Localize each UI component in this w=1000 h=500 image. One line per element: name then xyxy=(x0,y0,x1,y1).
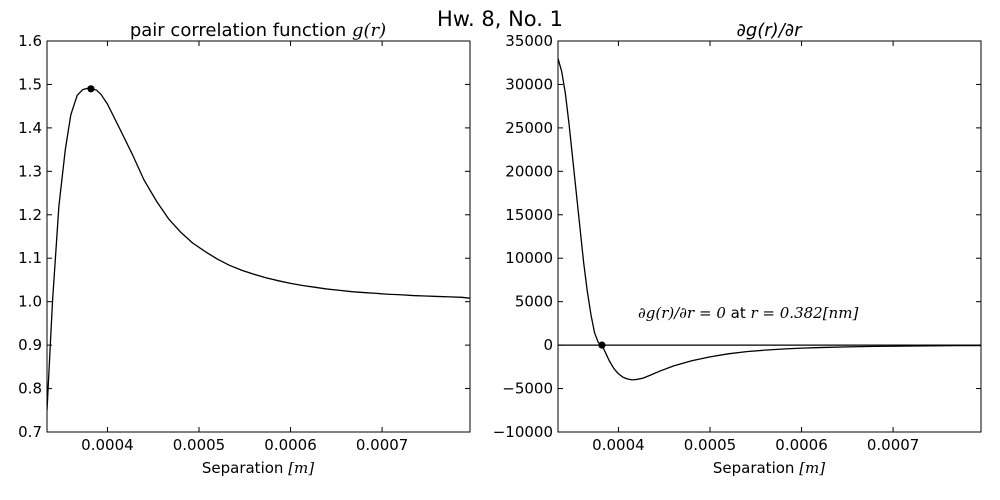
y-tick-label: 20000 xyxy=(505,162,553,180)
y-tick-label: 1.5 xyxy=(18,75,42,93)
x-tick-label: 0.0007 xyxy=(356,436,409,454)
plot-title-left-prefix: pair correlation function xyxy=(130,20,352,41)
y-tick-label: 0.7 xyxy=(18,423,42,441)
plot-frame-1 xyxy=(557,40,982,433)
y-tick-label: −5000 xyxy=(502,380,553,398)
x-axis-label-right-prefix: Separation xyxy=(713,459,799,477)
panel-pair-correlation: pair correlation function g(r) Separatio… xyxy=(18,20,471,477)
x-axis-label-left-prefix: Separation xyxy=(202,459,288,477)
y-tick-label: 35000 xyxy=(505,32,553,50)
plot-title-left-math: g(r) xyxy=(352,20,386,41)
y-tick-label: 0.8 xyxy=(18,380,42,398)
y-tick-label: 1.3 xyxy=(18,162,42,180)
series-line-1-0 xyxy=(558,58,981,381)
y-tick-label: 1.0 xyxy=(18,293,42,311)
y-tick-label: 1.2 xyxy=(18,206,42,224)
y-tick-label: 0.9 xyxy=(18,336,42,354)
annotation-mid: at xyxy=(726,304,751,322)
plot-title-left: pair correlation function g(r) xyxy=(130,20,386,41)
x-tick-label: 0.0006 xyxy=(264,436,317,454)
x-tick-label: 0.0005 xyxy=(684,436,737,454)
figure-title: Hw. 8, No. 1 xyxy=(437,7,563,31)
y-tick-label: 1.1 xyxy=(18,249,42,267)
y-tick-label: 15000 xyxy=(505,206,553,224)
x-axis-label-right: Separation [m] xyxy=(713,459,825,477)
x-axis-label-left-math: [m] xyxy=(288,459,314,477)
zero-crossing-annotation: ∂g(r)/∂r = 0 at r = 0.382[nm] xyxy=(638,304,858,322)
x-tick-label: 0.0004 xyxy=(81,436,134,454)
annotation-rhs: r = 0.382[nm] xyxy=(750,304,858,322)
y-tick-label: 10000 xyxy=(505,249,553,267)
plot-title-right: ∂g(r)/∂r xyxy=(737,20,804,41)
y-tick-label: 0 xyxy=(543,336,553,354)
data-point-marker-1 xyxy=(598,341,606,349)
annotation-lhs: ∂g(r)/∂r = 0 xyxy=(638,304,726,322)
plot-frame-0 xyxy=(46,40,471,433)
x-tick-label: 0.0006 xyxy=(775,436,828,454)
y-tick-label: −10000 xyxy=(493,423,553,441)
x-tick-label: 0.0004 xyxy=(592,436,645,454)
y-tick-label: 1.6 xyxy=(18,32,42,50)
x-axis-label-right-math: [m] xyxy=(799,459,825,477)
x-tick-label: 0.0007 xyxy=(867,436,920,454)
x-axis-label-left: Separation [m] xyxy=(202,459,314,477)
x-tick-label: 0.0005 xyxy=(173,436,226,454)
panel-derivative: ∂g(r)/∂r Separation [m] ∂g(r)/∂r = 0 at … xyxy=(493,20,982,477)
data-point-marker-0 xyxy=(87,85,95,93)
y-tick-label: 30000 xyxy=(505,75,553,93)
series-line-0-0 xyxy=(47,87,470,411)
y-tick-label: 1.4 xyxy=(18,119,42,137)
y-tick-label: 25000 xyxy=(505,119,553,137)
y-tick-label: 5000 xyxy=(515,293,553,311)
